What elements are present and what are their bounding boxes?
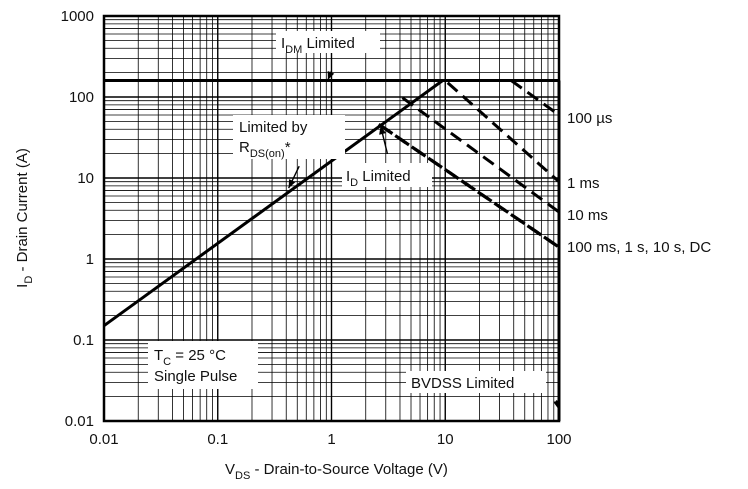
arrow-idm-head [327, 71, 335, 81]
label-id-sub: D [350, 177, 358, 189]
y-axis-title-sub: D [23, 276, 35, 284]
y-tick-label: 10 [77, 170, 94, 187]
y-tick-label: 0.01 [65, 413, 94, 430]
y-axis-title-rest: - Drain Current (A) [14, 148, 31, 276]
series-line-4 [401, 96, 560, 214]
annotation-arrows [288, 70, 561, 410]
label-100us: 100 µs [567, 110, 612, 127]
label-1ms: 1 ms [567, 175, 600, 192]
x-axis-title-rest: - Drain-to-Source Voltage (V) [250, 461, 448, 478]
y-tick-label: 1 [86, 251, 94, 268]
plot-frame [102, 14, 561, 423]
label-bg-id [342, 163, 432, 187]
y-tick-label: 0.1 [73, 332, 94, 349]
label-tc-rest: = 25 °C [171, 347, 226, 364]
arrow-rds-head [288, 179, 296, 189]
y-tick-label: 1000 [61, 8, 94, 25]
label-tc-sub: C [163, 356, 171, 368]
label-bg-rds [233, 115, 345, 159]
label-single-pulse: Single Pulse [154, 368, 237, 385]
series-line-5-band [380, 124, 563, 251]
label-dc: 100 ms, 1 s, 10 s, DC [567, 239, 711, 256]
y-axis-title-main: I [14, 284, 31, 288]
label-rds-line1: Limited by [239, 119, 308, 136]
label-id-main: I [346, 168, 350, 185]
label-rds-rest: * [285, 139, 291, 156]
x-axis-title-sub: DS [235, 470, 250, 482]
series-line-3 [446, 81, 560, 183]
y-axis-title: ID - Drain Current (A) [14, 148, 35, 288]
x-tick-label: 0.01 [89, 431, 118, 448]
label-idm-sub: DM [285, 44, 302, 56]
x-axis-title-main: V [225, 461, 235, 478]
label-10ms: 10 ms [567, 207, 608, 224]
x-tick-label: 100 [546, 431, 571, 448]
x-tick-label: 10 [437, 431, 454, 448]
arrow-id-head [379, 125, 386, 135]
label-idm-limited: IDM Limited [281, 35, 355, 56]
label-bg-idm [276, 31, 380, 53]
x-axis-title: VDS - Drain-to-Source Voltage (V) [225, 461, 448, 482]
label-idm-rest: Limited [302, 35, 355, 52]
label-bvdss-limited: BVDSS Limited [411, 375, 514, 392]
label-rds-sub: DS(on) [250, 148, 285, 160]
label-id-rest: Limited [358, 168, 411, 185]
y-tick-label: 100 [69, 89, 94, 106]
label-tc-main: T [154, 347, 163, 364]
x-tick-label: 1 [327, 431, 335, 448]
tick-labels: 0.01 0.1 1 10 100 0.01 0.1 1 10 100 1000 [61, 8, 572, 448]
annotation-labels: IDM Limited Limited by RDS(on)* ID Limit… [148, 31, 711, 393]
label-bg-tc [148, 341, 258, 389]
x-tick-label: 0.1 [207, 431, 228, 448]
label-idm-main: I [281, 35, 285, 52]
series-line-1 [103, 79, 444, 327]
series-line-2 [510, 79, 560, 117]
label-bg-bvdss [406, 371, 546, 393]
label-tc: TC = 25 °C [154, 347, 226, 368]
label-id-limited: ID Limited [346, 168, 411, 189]
label-rds-line2: RDS(on)* [239, 139, 291, 160]
label-rds-main: R [239, 139, 250, 156]
